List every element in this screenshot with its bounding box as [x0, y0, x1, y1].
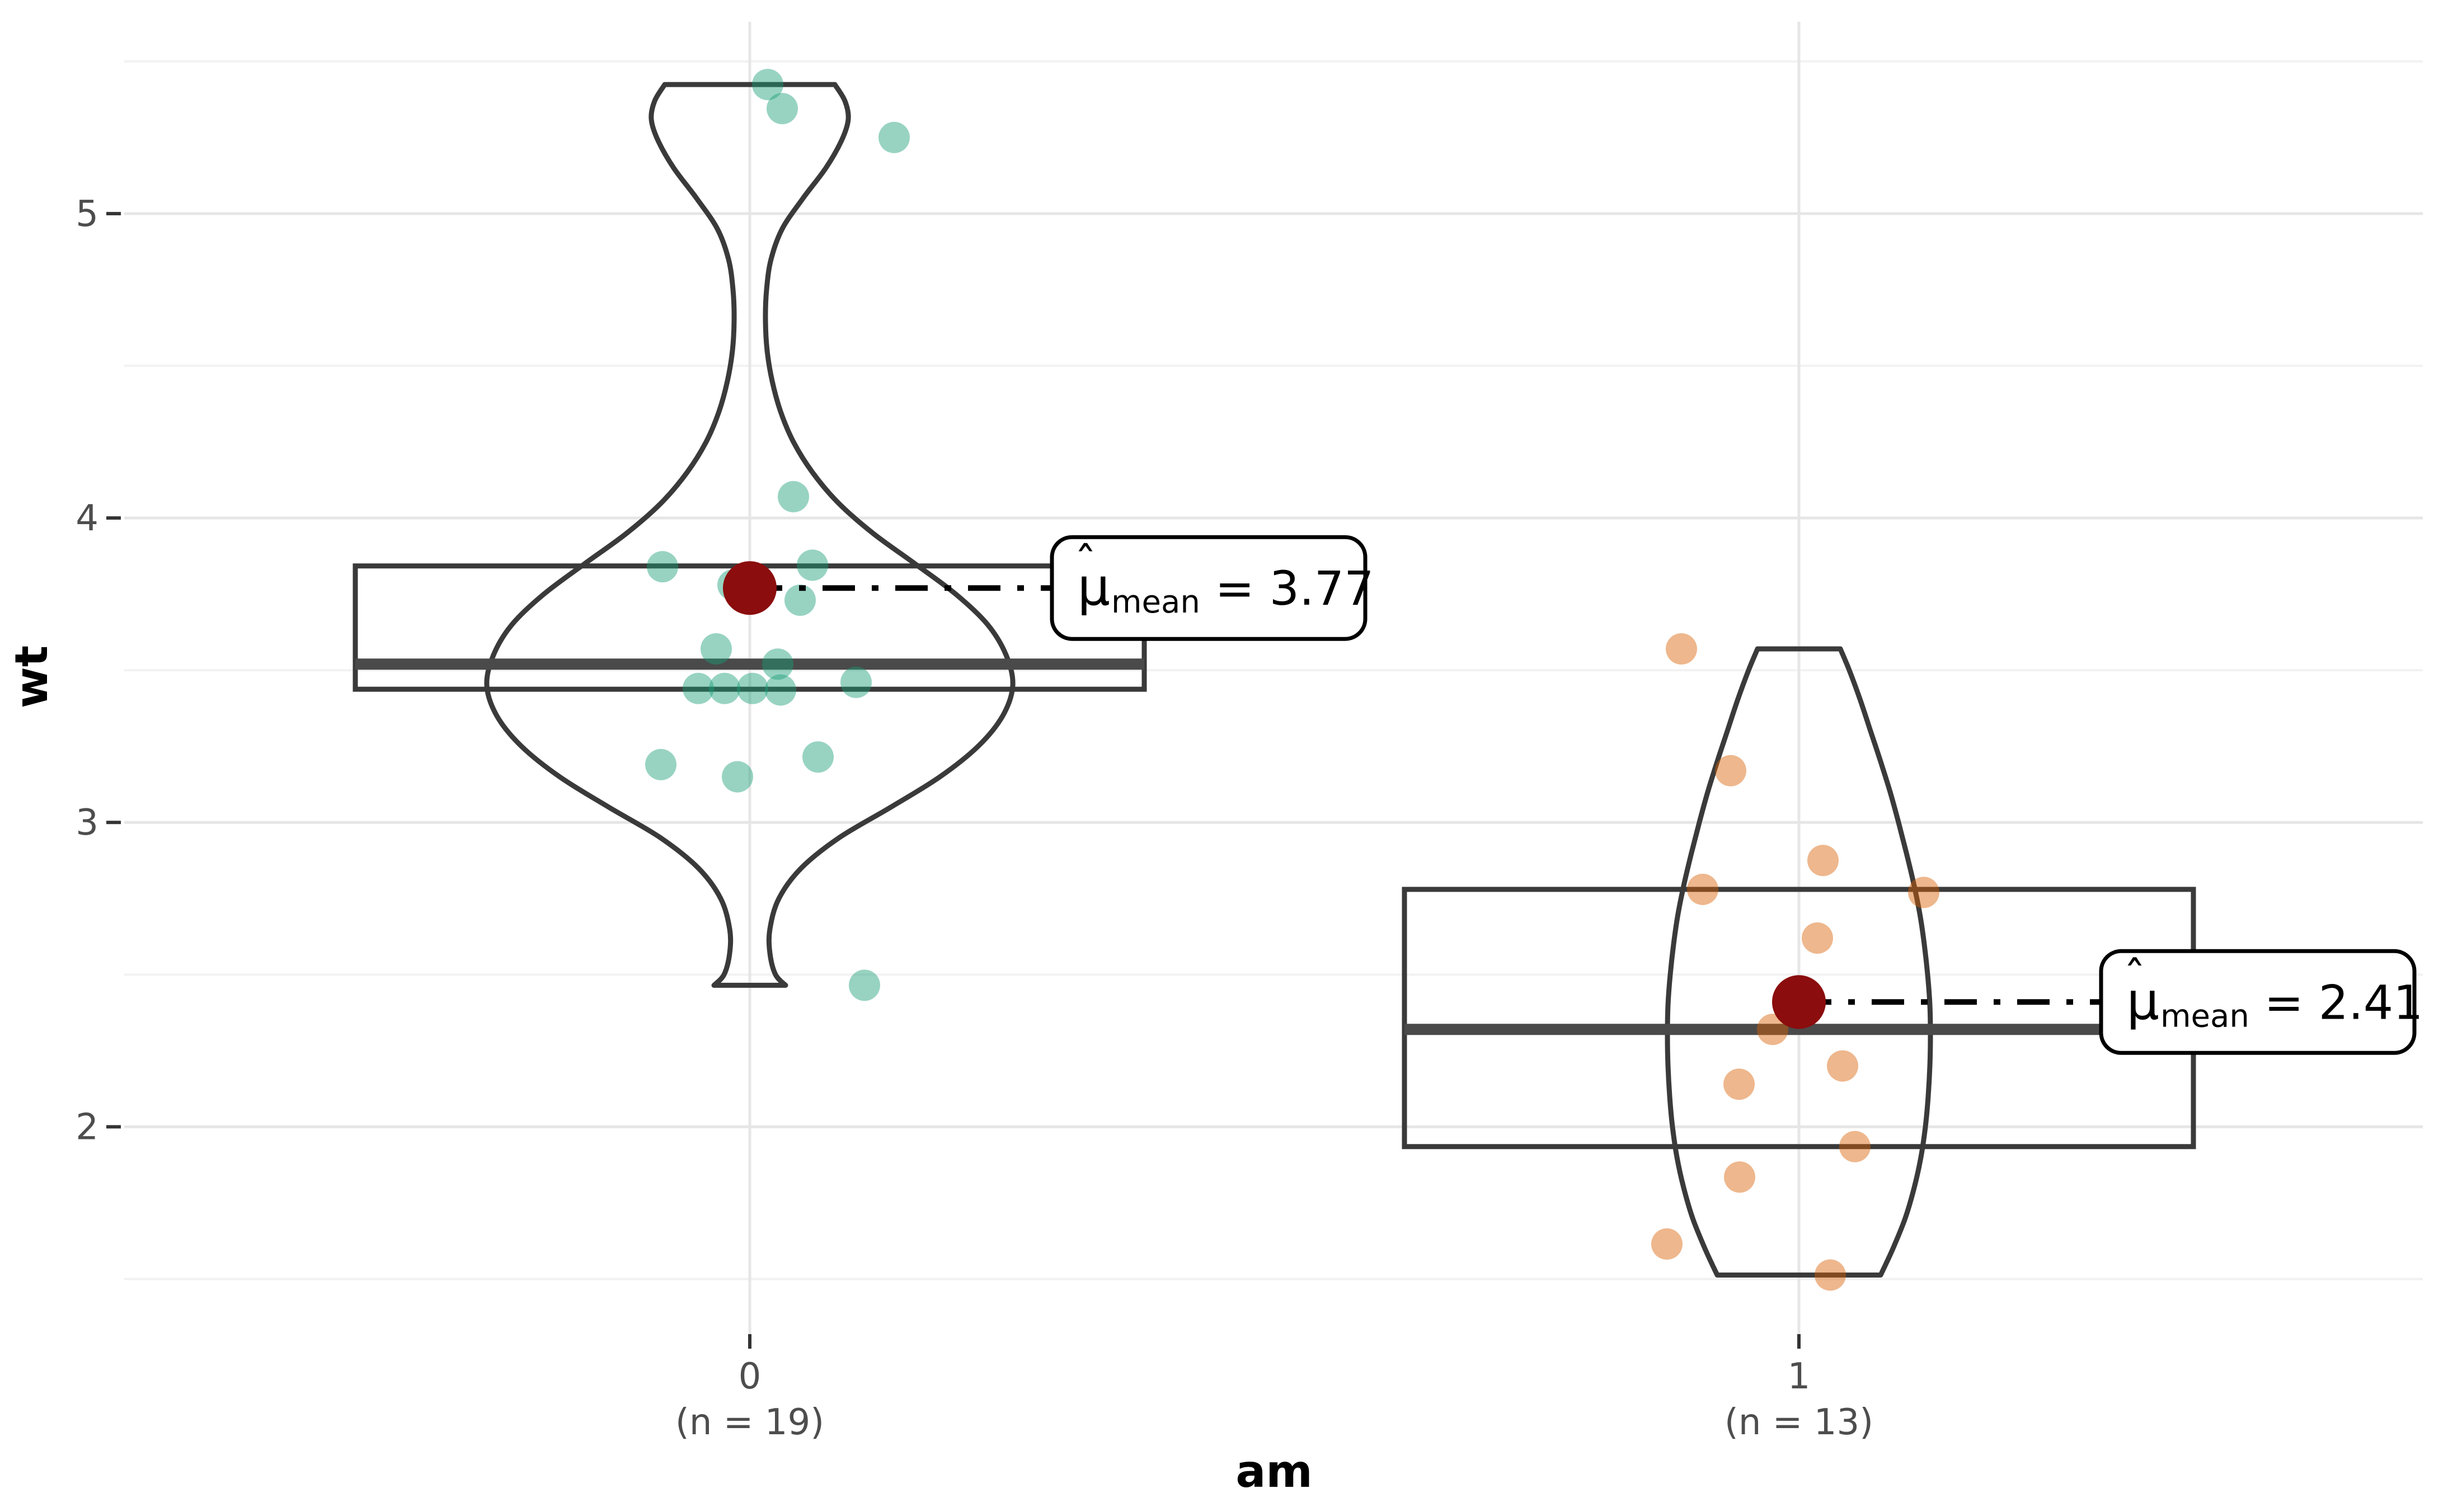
data-point-am-0: [737, 672, 768, 704]
mean-label-am-0: μˆmean = 3.77: [1074, 538, 1374, 620]
data-point-am-0: [762, 648, 793, 680]
mean-point-am-0: [723, 561, 777, 615]
y-axis-title: wt: [6, 646, 58, 708]
data-point-am-0: [784, 584, 816, 616]
x-tick-sublabel-am-1: (n = 13): [1725, 1402, 1873, 1443]
mean-point-am-1: [1772, 975, 1826, 1029]
data-point-am-1: [1827, 1050, 1858, 1082]
data-point-am-1: [1807, 845, 1839, 877]
mean-label-am-1: μˆmean = 2.41: [2123, 952, 2423, 1034]
data-point-am-1: [1908, 877, 1939, 908]
data-point-am-1: [1687, 873, 1718, 905]
y-tick-label-4: 4: [76, 498, 98, 539]
x-axis-title: am: [1235, 1445, 1312, 1497]
mean-label-box-am-0: [1050, 535, 1368, 641]
data-point-am-0: [802, 741, 834, 773]
data-point-am-0: [722, 761, 753, 793]
violin-am-1: [1665, 646, 1933, 1278]
data-point-am-1: [1815, 1259, 1846, 1291]
data-point-am-0: [878, 121, 910, 153]
x-tick-label-am-0: 0: [739, 1356, 762, 1397]
data-point-am-0: [797, 549, 828, 581]
y-tick-label-2: 2: [76, 1106, 98, 1148]
x-tick-label-am-1: 1: [1788, 1356, 1811, 1397]
data-point-am-1: [1802, 922, 1833, 954]
data-point-am-0: [849, 969, 880, 1001]
data-point-am-0: [701, 633, 732, 665]
data-point-am-1: [1651, 1228, 1683, 1260]
violin-am-0: [484, 82, 1016, 988]
data-point-am-0: [840, 666, 872, 698]
data-point-am-1: [1723, 1068, 1755, 1100]
data-point-am-1: [1839, 1131, 1871, 1162]
mean-label-box-am-1: [2099, 949, 2417, 1055]
data-point-am-0: [683, 672, 714, 704]
data-point-am-0: [752, 69, 783, 101]
data-point-am-0: [778, 481, 809, 512]
data-point-am-0: [767, 93, 798, 125]
data-point-am-0: [645, 748, 676, 780]
data-point-am-1: [1724, 1161, 1755, 1193]
x-tick-sublabel-am-0: (n = 19): [675, 1402, 824, 1443]
data-point-am-1: [1757, 1014, 1788, 1045]
data-point-am-0: [765, 674, 796, 706]
data-point-am-1: [1666, 633, 1697, 665]
data-point-am-0: [709, 672, 740, 704]
data-point-am-1: [1715, 755, 1746, 786]
y-tick-label-5: 5: [76, 194, 98, 235]
y-tick-label-3: 3: [76, 802, 98, 844]
data-point-am-0: [647, 551, 678, 583]
